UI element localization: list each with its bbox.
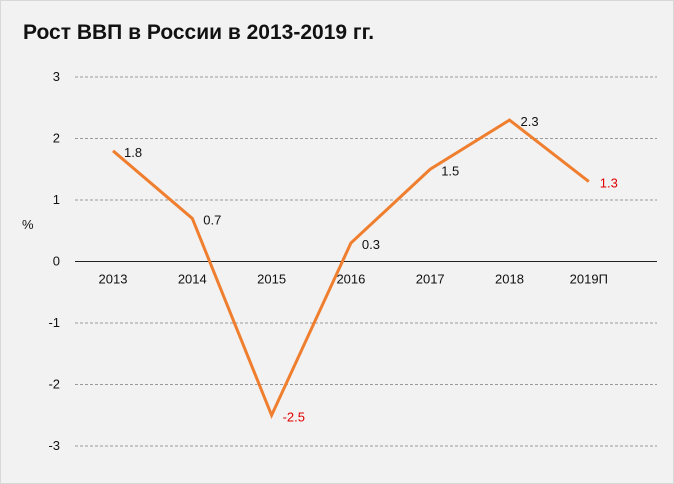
data-label: 1.3 — [600, 176, 618, 191]
x-tick-label: 2014 — [178, 272, 207, 287]
x-tick-labels: 2013 2014 2015 2016 2017 2018 2019П — [99, 272, 608, 287]
x-tick-label: 2013 — [99, 272, 128, 287]
gridlines — [75, 76, 657, 447]
data-labels: 1.8 0.7 -2.5 0.3 1.5 2.3 1.3 — [124, 114, 618, 424]
data-label: 2.3 — [521, 114, 539, 129]
y-tick-label: -2 — [48, 377, 60, 392]
data-label: -2.5 — [283, 409, 305, 424]
y-tick-label: -3 — [48, 438, 60, 453]
y-axis-label: % — [22, 217, 34, 232]
data-label: 1.5 — [441, 163, 459, 178]
x-tick-label: 2018 — [495, 272, 524, 287]
series-line — [112, 118, 590, 420]
y-tick-labels: 3 2 1 0 -1 -2 -3 — [48, 69, 60, 453]
y-tick-label: 0 — [53, 254, 60, 269]
y-tick-label: -1 — [48, 315, 60, 330]
y-tick-label: 2 — [53, 131, 60, 146]
x-tick-label: 2017 — [416, 272, 445, 287]
data-label: 0.7 — [203, 212, 221, 227]
y-tick-label: 1 — [53, 192, 60, 207]
data-label: 0.3 — [362, 237, 380, 252]
x-tick-label: 2015 — [257, 272, 286, 287]
x-tick-label: 2019П — [570, 272, 608, 287]
x-tick-label: 2016 — [336, 272, 365, 287]
data-label: 1.8 — [124, 145, 142, 160]
chart-title: Рост ВВП в России в 2013-2019 гг. — [23, 21, 375, 44]
y-tick-label: 3 — [53, 69, 60, 84]
gdp-growth-line — [112, 118, 590, 420]
